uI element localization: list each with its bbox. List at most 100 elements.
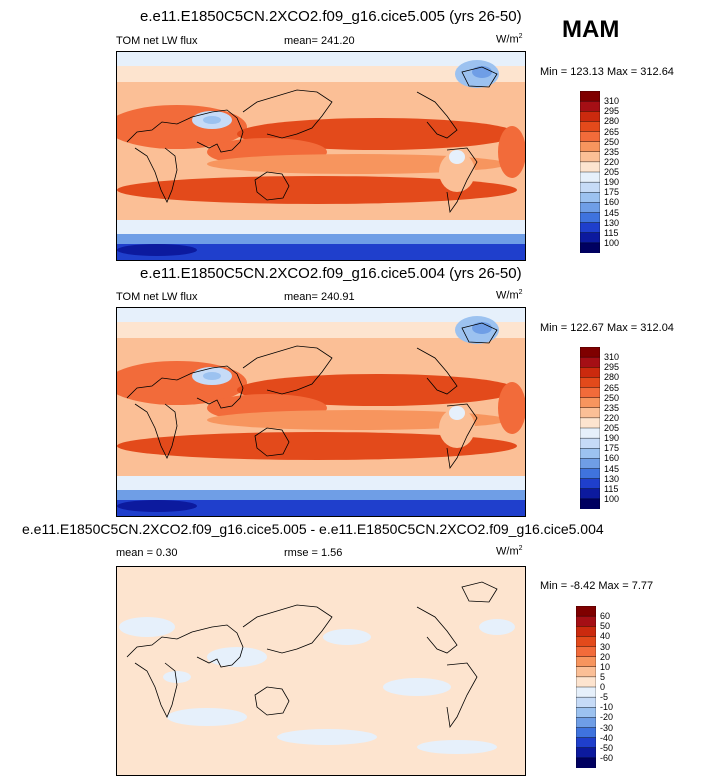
- colorbar-tick-label: -5: [600, 692, 609, 703]
- colorbar-tick-label: 250: [604, 392, 620, 403]
- colorbar-swatch: [576, 717, 596, 729]
- colorbar-tick-label: 310: [604, 352, 620, 363]
- colorbar-tick-label: 280: [604, 116, 620, 127]
- colorbar-swatch: [580, 347, 600, 358]
- colorbar-swatch: [576, 686, 596, 698]
- colorbar-tick-label: -30: [600, 722, 614, 733]
- panel2-units: W/m2: [496, 289, 523, 302]
- colorbar-swatch: [576, 626, 596, 637]
- colorbar-tick-label: 175: [604, 443, 620, 454]
- colorbar-swatch: [576, 636, 596, 648]
- colorbar-tick-label: 220: [604, 412, 620, 423]
- colorbar-swatch: [576, 747, 596, 759]
- colorbar-tick-label: 160: [604, 197, 620, 208]
- colorbar-swatch: [580, 202, 600, 214]
- colorbar-tick-label: 250: [604, 136, 620, 147]
- colorbar-swatch: [580, 121, 600, 133]
- colorbar-swatch: [580, 356, 600, 368]
- panel2-minmax: Min = 122.67 Max = 312.04: [540, 322, 674, 334]
- panel2-title: e.e11.E1850C5CN.2XCO2.f09_g16.cice5.004 …: [140, 265, 522, 282]
- panel2-colorbar-labels: 310 295 280 265 250 235 220 205 190 175 160 145 130 1…: [604, 347, 634, 509]
- colorbar-tick-label: 220: [604, 156, 620, 167]
- colorbar-tick-label: 40: [600, 631, 611, 642]
- colorbar-tick-label: 265: [604, 126, 620, 137]
- colorbar-swatch: [580, 141, 600, 153]
- colorbar-swatch: [576, 757, 596, 768]
- colorbar-tick-label: 160: [604, 453, 620, 464]
- colorbar-tick-label: -40: [600, 732, 614, 743]
- panel1-variable-label: TOM net LW flux: [116, 35, 198, 47]
- colorbar-tick-label: 50: [600, 621, 611, 632]
- panel1-units: W/m2: [496, 33, 523, 46]
- colorbar-tick-label: -50: [600, 742, 614, 753]
- colorbar-swatch: [580, 437, 600, 449]
- colorbar-swatch: [580, 131, 600, 143]
- colorbar-swatch: [576, 615, 596, 627]
- panel1-mean-label: mean= 241.20: [284, 35, 355, 47]
- panel2-mean-label: mean= 240.91: [284, 291, 355, 303]
- colorbar-tick-label: 310: [604, 96, 620, 107]
- colorbar-tick-label: 145: [604, 463, 620, 474]
- colorbar-swatch: [580, 192, 600, 203]
- colorbar-tick-label: 205: [604, 167, 620, 177]
- colorbar-swatch: [576, 737, 596, 749]
- colorbar-tick-label: 205: [604, 423, 620, 433]
- colorbar-tick-label: 115: [604, 483, 619, 494]
- colorbar-tick-label: 100: [604, 237, 620, 248]
- colorbar-tick-label: 190: [604, 433, 620, 444]
- colorbar-tick-label: 295: [604, 106, 620, 117]
- colorbar-swatch: [576, 666, 596, 678]
- colorbar-tick-label: 20: [600, 651, 611, 662]
- colorbar-swatch: [576, 606, 596, 617]
- colorbar-tick-label: -10: [600, 702, 614, 713]
- colorbar-swatch: [580, 377, 600, 389]
- panel3-colorbar: [576, 606, 596, 768]
- colorbar-swatch: [576, 646, 596, 658]
- colorbar-swatch: [580, 397, 600, 409]
- colorbar-tick-label: 130: [604, 473, 620, 484]
- colorbar-tick-label: 10: [600, 661, 611, 672]
- colorbar-tick-label: 295: [604, 362, 620, 373]
- panel3-title: e.e11.E1850C5CN.2XCO2.f09_g16.cice5.005 …: [22, 521, 604, 537]
- colorbar-swatch: [580, 100, 600, 112]
- panel1-colorbar-labels: 310 295 280 265 250 235 220 205 190 175 160 145 130 1…: [604, 91, 634, 253]
- colorbar-swatch: [580, 468, 600, 480]
- colorbar-swatch: [580, 407, 600, 419]
- colorbar-tick-label: 100: [604, 493, 620, 504]
- panel3-colorbar-labels: 60 50 40 30 20 10 5 0 -5 -10 -20 -30 -40 -50 -60: [600, 606, 630, 768]
- colorbar-tick-label: 235: [604, 402, 620, 413]
- colorbar-tick-label: -60: [600, 752, 614, 763]
- colorbar-swatch: [576, 707, 596, 718]
- colorbar-tick-label: 145: [604, 207, 620, 218]
- colorbar-tick-label: 5: [600, 671, 606, 682]
- colorbar-tick-label: 175: [604, 187, 620, 198]
- colorbar-tick-label: 115: [604, 227, 619, 238]
- season-label: MAM: [562, 16, 620, 43]
- colorbar-swatch: [576, 696, 596, 708]
- colorbar-swatch: [576, 727, 596, 739]
- panel3-mean-label: mean = 0.30: [116, 547, 178, 559]
- colorbar-swatch: [580, 151, 600, 163]
- colorbar-swatch: [580, 161, 600, 173]
- colorbar-swatch: [580, 91, 600, 102]
- colorbar-tick-label: 0: [600, 682, 606, 692]
- colorbar-swatch: [580, 367, 600, 378]
- panel2-map: [116, 307, 526, 517]
- panel2-variable-label: TOM net LW flux: [116, 291, 198, 303]
- colorbar-swatch: [580, 387, 600, 399]
- colorbar-tick-label: 280: [604, 372, 620, 383]
- colorbar-tick-label: 130: [604, 217, 620, 228]
- colorbar-swatch: [580, 232, 600, 244]
- colorbar-tick-label: 60: [600, 611, 611, 622]
- panel3-map: [116, 566, 526, 776]
- panel2-colorbar: [580, 347, 600, 509]
- panel3-minmax: Min = -8.42 Max = 7.77: [540, 580, 654, 592]
- colorbar-swatch: [576, 656, 596, 668]
- colorbar-swatch: [580, 222, 600, 234]
- colorbar-tick-label: 30: [600, 641, 611, 652]
- colorbar-swatch: [580, 417, 600, 429]
- panel3-units: W/m2: [496, 545, 523, 558]
- panel1-minmax: Min = 123.13 Max = 312.64: [540, 66, 674, 78]
- colorbar-swatch: [580, 448, 600, 459]
- colorbar-tick-label: 235: [604, 146, 620, 157]
